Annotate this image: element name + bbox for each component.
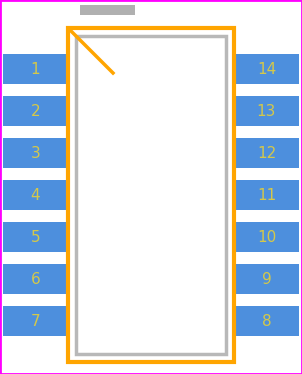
Text: 8: 8 xyxy=(262,313,271,328)
Bar xyxy=(3,54,68,84)
Text: 12: 12 xyxy=(257,145,276,160)
Text: 5: 5 xyxy=(31,230,40,245)
Bar xyxy=(234,54,299,84)
Text: 1: 1 xyxy=(31,61,40,77)
Text: 3: 3 xyxy=(31,145,40,160)
Bar xyxy=(3,138,68,168)
Bar xyxy=(76,36,226,354)
Bar xyxy=(3,306,68,336)
Bar xyxy=(234,264,299,294)
Bar xyxy=(234,180,299,210)
Bar xyxy=(234,138,299,168)
Text: 4: 4 xyxy=(31,187,40,202)
Bar xyxy=(80,5,135,15)
Text: 10: 10 xyxy=(257,230,276,245)
Bar xyxy=(234,96,299,126)
Bar xyxy=(3,180,68,210)
Bar xyxy=(3,222,68,252)
Bar xyxy=(234,222,299,252)
Text: 7: 7 xyxy=(31,313,40,328)
Text: 9: 9 xyxy=(262,272,271,286)
Text: 2: 2 xyxy=(31,104,40,119)
Bar xyxy=(68,28,234,362)
Text: 6: 6 xyxy=(31,272,40,286)
Text: 14: 14 xyxy=(257,61,276,77)
Bar xyxy=(3,96,68,126)
Text: 11: 11 xyxy=(257,187,276,202)
Bar xyxy=(234,306,299,336)
Bar xyxy=(3,264,68,294)
Text: 13: 13 xyxy=(257,104,276,119)
